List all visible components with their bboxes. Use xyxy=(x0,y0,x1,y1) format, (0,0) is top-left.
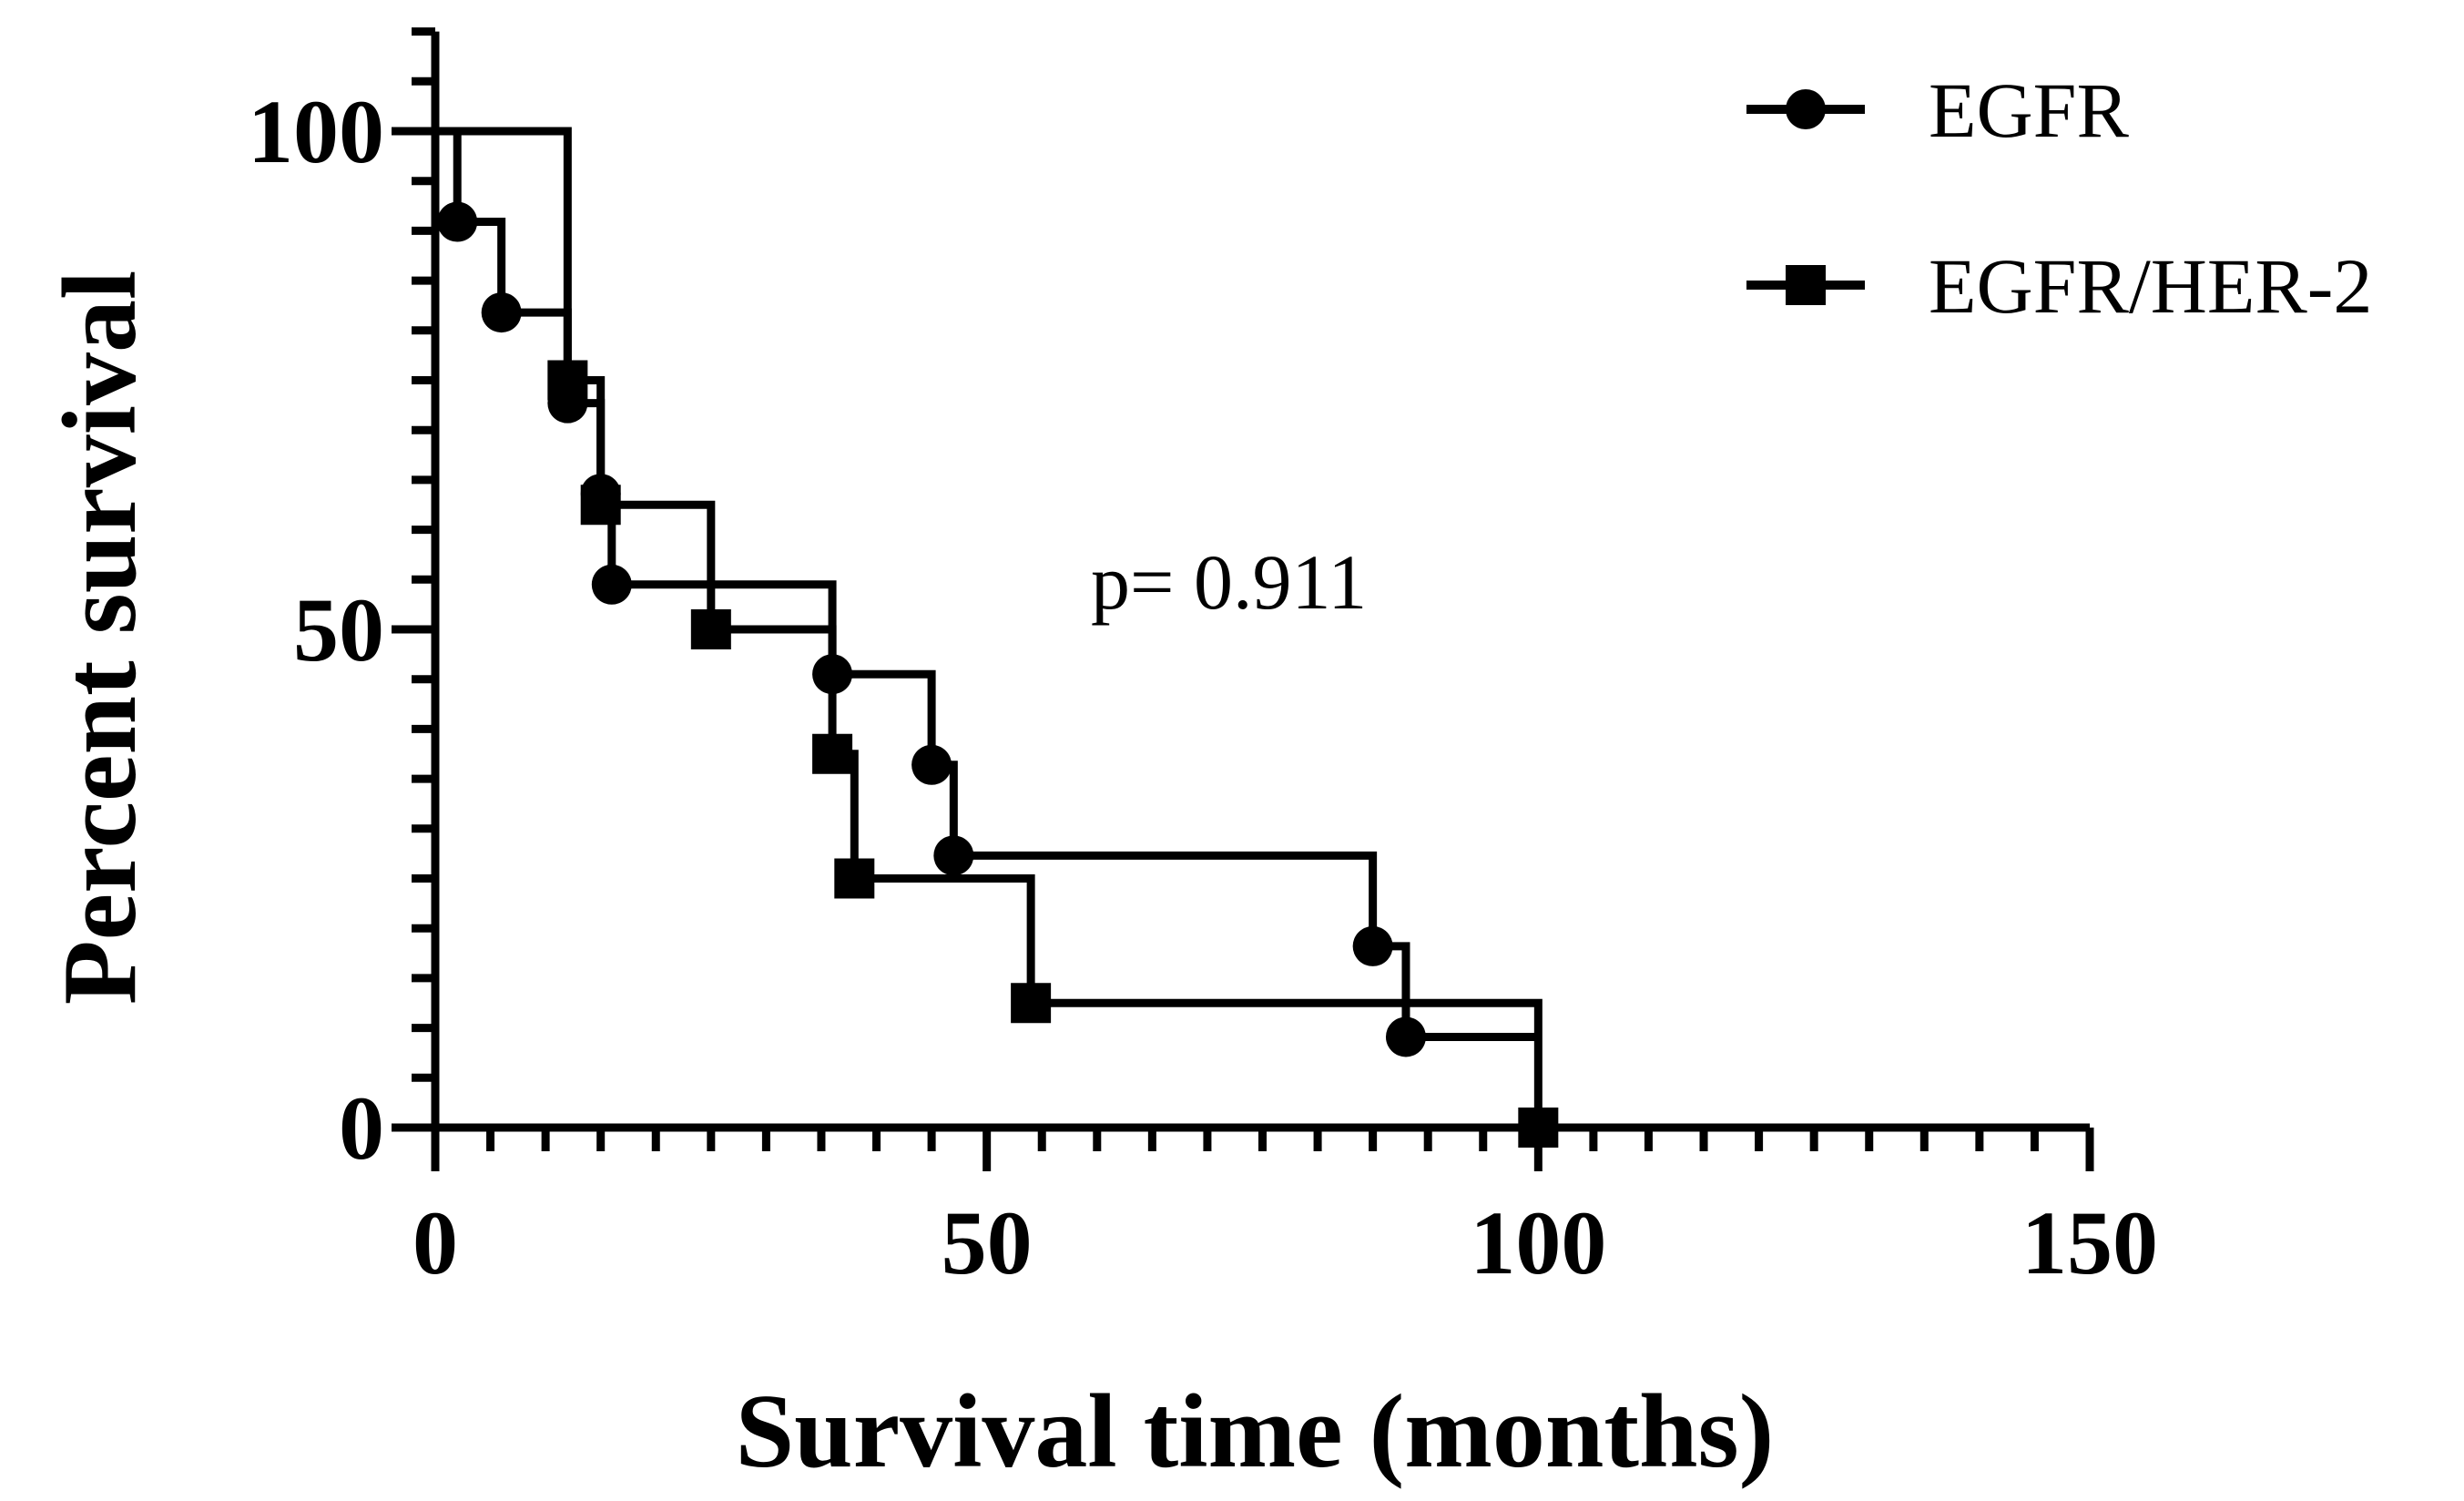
event-marker-circle xyxy=(911,744,952,785)
axes-layer xyxy=(392,27,2094,1171)
event-marker-square xyxy=(580,485,621,526)
survival-curve-egfr xyxy=(435,127,1539,1041)
legend-marker-circle xyxy=(1786,89,1826,129)
event-marker-square xyxy=(812,733,853,774)
event-marker-circle xyxy=(1352,925,1393,966)
survival-curve-egfr-her2 xyxy=(435,127,1543,1128)
legend-item-egfr: EGFR xyxy=(1746,66,2129,154)
legend-label-egfr-her2: EGFR/HER-2 xyxy=(1929,242,2372,330)
legend-marker-square xyxy=(1786,265,1826,305)
y-axis-title: Percent survival xyxy=(42,271,158,1005)
event-marker-square xyxy=(547,360,588,401)
y-tick-label: 50 xyxy=(293,579,384,680)
legend: EGFR EGFR/HER-2 xyxy=(1746,66,2372,330)
x-tick-label: 100 xyxy=(1470,1192,1606,1293)
event-marker-circle xyxy=(437,201,478,242)
y-tick-label: 100 xyxy=(248,81,384,182)
legend-item-egfr-her2: EGFR/HER-2 xyxy=(1746,242,2372,330)
event-marker-circle xyxy=(933,835,974,876)
event-marker-square xyxy=(1011,983,1052,1024)
x-axis-title: Survival time (months) xyxy=(736,1373,1775,1490)
event-marker-circle xyxy=(481,292,522,333)
x-tick-label: 0 xyxy=(412,1192,458,1293)
x-tick-label: 50 xyxy=(942,1192,1033,1293)
curves-layer xyxy=(435,127,1559,1148)
tick-labels-layer: 0 50 100 150 0 50 100 xyxy=(248,81,2158,1293)
legend-label-egfr: EGFR xyxy=(1929,66,2129,154)
x-tick-label: 150 xyxy=(2021,1192,2158,1293)
event-marker-square xyxy=(834,858,875,899)
event-marker-circle xyxy=(591,564,632,605)
y-tick-label: 0 xyxy=(339,1077,384,1179)
event-marker-circle xyxy=(1385,1016,1426,1057)
event-marker-square xyxy=(690,609,731,649)
p-value-annotation: p= 0.911 xyxy=(1091,538,1367,626)
